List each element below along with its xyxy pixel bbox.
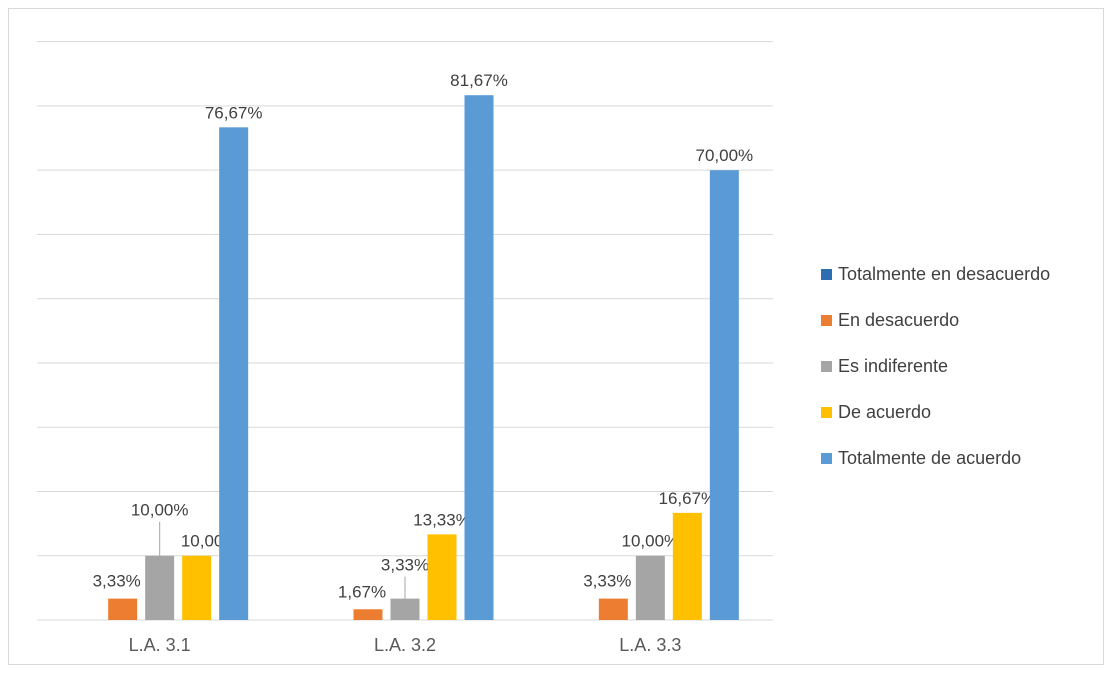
data-label: 76,67% <box>205 103 263 122</box>
x-tick-label: L.A. 3.2 <box>374 635 436 655</box>
data-label: 10,00% <box>621 532 679 551</box>
legend-item: Totalmente en desacuerdo <box>821 251 1050 297</box>
legend-label: En desacuerdo <box>838 309 960 330</box>
bar <box>390 598 420 620</box>
bar <box>709 170 739 620</box>
legend-item: Es indiferente <box>821 343 1050 389</box>
legend-swatch <box>821 314 832 326</box>
legend-item: De acuerdo <box>821 389 1050 435</box>
legend-label: Totalmente de acuerdo <box>838 447 1022 468</box>
bar-chart: L.A. 3.1 3,33% 10,00% 10,00% 76,67% L.A. 3.2 1… <box>37 41 773 655</box>
x-tick-label: L.A. 3.3 <box>619 635 681 655</box>
legend-swatch <box>821 452 832 464</box>
data-label: 16,67% <box>658 489 716 508</box>
data-label: 1,67% <box>338 582 386 601</box>
legend-swatch <box>821 360 832 372</box>
bar <box>672 512 702 620</box>
bar <box>353 609 383 620</box>
bar <box>427 534 457 620</box>
bar <box>598 598 628 620</box>
data-label: 3,33% <box>583 572 631 591</box>
data-label: 3,33% <box>93 572 141 591</box>
legend-item: Totalmente de acuerdo <box>821 435 1050 481</box>
data-label: 70,00% <box>695 146 753 165</box>
legend-swatch <box>821 406 832 418</box>
bar <box>464 95 494 620</box>
bar <box>219 127 249 621</box>
legend-label: Es indiferente <box>838 355 949 376</box>
legend-swatch <box>821 268 832 280</box>
bar <box>108 598 138 620</box>
chart-frame: L.A. 3.1 3,33% 10,00% 10,00% 76,67% L.A. 3.2 1… <box>8 8 1104 665</box>
data-label: 10,00% <box>131 501 189 520</box>
data-label: 13,33% <box>413 510 471 529</box>
data-label: 3,33% <box>381 556 429 575</box>
bar <box>145 555 175 620</box>
bar <box>635 555 665 620</box>
legend: Totalmente en desacuerdo En desacuerdo Es … <box>821 251 1050 481</box>
legend-label: De acuerdo <box>838 401 932 422</box>
bar <box>182 555 212 620</box>
data-label: 81,67% <box>450 71 508 90</box>
x-tick-label: L.A. 3.1 <box>129 635 191 655</box>
legend-item: En desacuerdo <box>821 297 1050 343</box>
legend-label: Totalmente en desacuerdo <box>838 263 1051 284</box>
